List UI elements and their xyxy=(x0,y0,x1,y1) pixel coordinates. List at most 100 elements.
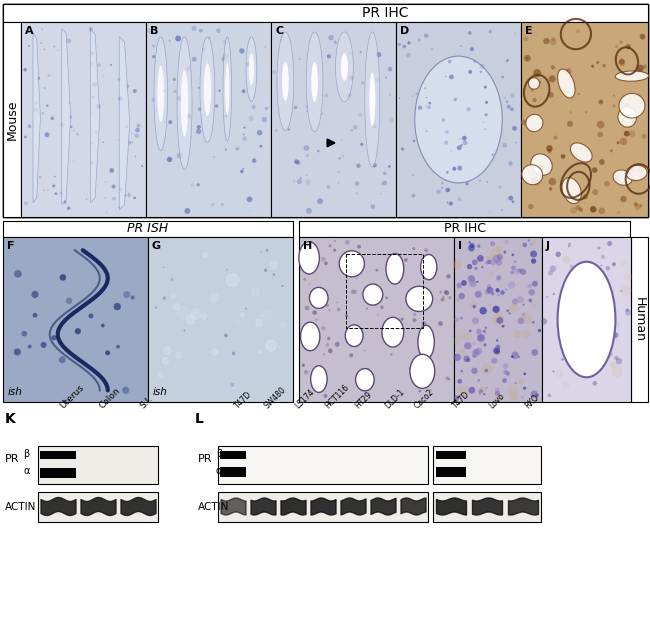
Circle shape xyxy=(44,87,46,89)
Circle shape xyxy=(279,108,280,109)
Circle shape xyxy=(348,93,352,96)
Circle shape xyxy=(603,64,606,68)
Circle shape xyxy=(489,211,491,212)
Circle shape xyxy=(445,130,448,134)
Circle shape xyxy=(552,371,554,372)
Circle shape xyxy=(92,82,97,86)
Circle shape xyxy=(59,356,66,363)
Circle shape xyxy=(136,124,140,128)
Ellipse shape xyxy=(339,251,365,277)
Text: ACTIN: ACTIN xyxy=(198,502,229,512)
Circle shape xyxy=(448,202,453,205)
Circle shape xyxy=(484,327,488,329)
Circle shape xyxy=(225,272,240,288)
Bar xyxy=(218,492,428,522)
Ellipse shape xyxy=(558,69,575,98)
Circle shape xyxy=(328,309,331,311)
Circle shape xyxy=(88,314,94,319)
Circle shape xyxy=(226,269,228,270)
Circle shape xyxy=(485,333,487,335)
Circle shape xyxy=(132,142,133,143)
Circle shape xyxy=(191,183,194,187)
Circle shape xyxy=(186,66,190,71)
Circle shape xyxy=(550,265,556,272)
Circle shape xyxy=(484,369,488,372)
Ellipse shape xyxy=(306,32,323,131)
Circle shape xyxy=(474,267,477,270)
Ellipse shape xyxy=(311,366,327,393)
Circle shape xyxy=(497,317,503,324)
Circle shape xyxy=(395,257,397,259)
Circle shape xyxy=(496,339,499,342)
Circle shape xyxy=(306,208,312,214)
Circle shape xyxy=(523,36,528,41)
Circle shape xyxy=(300,177,302,180)
Circle shape xyxy=(321,257,326,262)
Circle shape xyxy=(380,193,382,195)
Circle shape xyxy=(504,97,506,99)
Circle shape xyxy=(501,76,504,78)
Circle shape xyxy=(450,150,452,151)
Circle shape xyxy=(281,36,283,38)
Circle shape xyxy=(523,372,526,375)
Circle shape xyxy=(600,100,603,103)
Circle shape xyxy=(487,287,493,294)
Circle shape xyxy=(454,317,459,322)
Circle shape xyxy=(28,345,31,349)
Circle shape xyxy=(453,260,462,270)
Circle shape xyxy=(174,90,177,93)
Polygon shape xyxy=(33,33,40,203)
Circle shape xyxy=(161,356,170,366)
Circle shape xyxy=(329,244,332,247)
Circle shape xyxy=(460,144,463,146)
Circle shape xyxy=(592,351,595,354)
Circle shape xyxy=(457,145,462,150)
Text: K: K xyxy=(5,412,16,426)
Circle shape xyxy=(642,64,647,69)
Circle shape xyxy=(524,54,531,62)
Circle shape xyxy=(593,361,598,367)
Circle shape xyxy=(372,163,377,168)
Circle shape xyxy=(502,325,504,327)
Circle shape xyxy=(176,36,181,41)
Circle shape xyxy=(280,38,283,42)
Circle shape xyxy=(553,136,557,140)
Circle shape xyxy=(491,292,494,295)
Ellipse shape xyxy=(249,53,254,85)
Circle shape xyxy=(196,129,202,134)
Circle shape xyxy=(615,175,619,180)
Circle shape xyxy=(461,280,467,286)
Circle shape xyxy=(502,143,507,148)
Circle shape xyxy=(495,350,502,356)
Circle shape xyxy=(616,358,622,364)
Circle shape xyxy=(492,312,504,324)
Text: SW480: SW480 xyxy=(263,385,289,410)
Circle shape xyxy=(458,379,462,384)
Circle shape xyxy=(173,78,176,81)
Circle shape xyxy=(592,189,598,195)
Circle shape xyxy=(474,291,482,298)
Circle shape xyxy=(468,70,472,74)
Circle shape xyxy=(226,115,228,116)
Circle shape xyxy=(306,175,307,177)
Circle shape xyxy=(597,61,599,64)
Circle shape xyxy=(388,118,393,123)
Circle shape xyxy=(460,138,461,140)
Circle shape xyxy=(636,68,642,74)
Circle shape xyxy=(485,289,490,295)
Circle shape xyxy=(568,245,570,247)
Circle shape xyxy=(426,130,428,132)
Circle shape xyxy=(304,370,309,374)
Circle shape xyxy=(486,261,489,265)
Circle shape xyxy=(546,145,552,151)
Circle shape xyxy=(40,43,42,44)
Circle shape xyxy=(321,113,324,115)
Bar xyxy=(3,221,293,237)
Circle shape xyxy=(548,92,554,98)
Circle shape xyxy=(105,212,107,213)
Circle shape xyxy=(598,100,603,105)
Circle shape xyxy=(504,240,509,245)
Circle shape xyxy=(215,105,218,108)
Circle shape xyxy=(358,245,361,249)
Circle shape xyxy=(288,128,290,130)
